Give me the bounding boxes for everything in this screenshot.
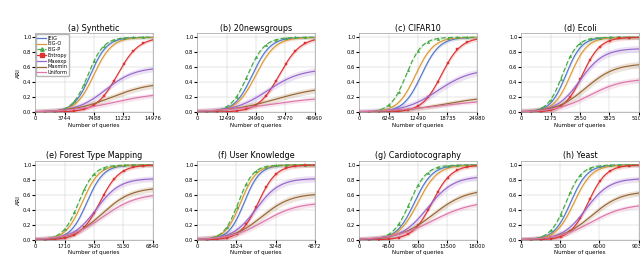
X-axis label: Number of queries: Number of queries <box>392 122 444 128</box>
Title: (d) Ecoli: (d) Ecoli <box>564 24 596 33</box>
X-axis label: Number of queries: Number of queries <box>554 250 606 255</box>
X-axis label: Number of queries: Number of queries <box>68 122 120 128</box>
Title: (e) Forest Type Mapping: (e) Forest Type Mapping <box>46 151 142 160</box>
X-axis label: Number of queries: Number of queries <box>554 122 606 128</box>
Y-axis label: ARI: ARI <box>16 68 21 78</box>
Title: (a) Synthetic: (a) Synthetic <box>68 24 120 33</box>
Y-axis label: ARI: ARI <box>16 196 21 205</box>
Title: (h) Yeast: (h) Yeast <box>563 151 597 160</box>
X-axis label: Number of queries: Number of queries <box>230 122 282 128</box>
X-axis label: Number of queries: Number of queries <box>68 250 120 255</box>
Title: (f) User Knowledge: (f) User Knowledge <box>218 151 294 160</box>
X-axis label: Number of queries: Number of queries <box>392 250 444 255</box>
Legend: JEIG, EIG-O, EIG-P, Entropy, Maxexp, Maxmin, Uniform: JEIG, EIG-O, EIG-P, Entropy, Maxexp, Max… <box>36 35 69 76</box>
X-axis label: Number of queries: Number of queries <box>230 250 282 255</box>
Title: (c) CIFAR10: (c) CIFAR10 <box>395 24 441 33</box>
Title: (b) 20newsgroups: (b) 20newsgroups <box>220 24 292 33</box>
Title: (g) Cardiotocography: (g) Cardiotocography <box>375 151 461 160</box>
